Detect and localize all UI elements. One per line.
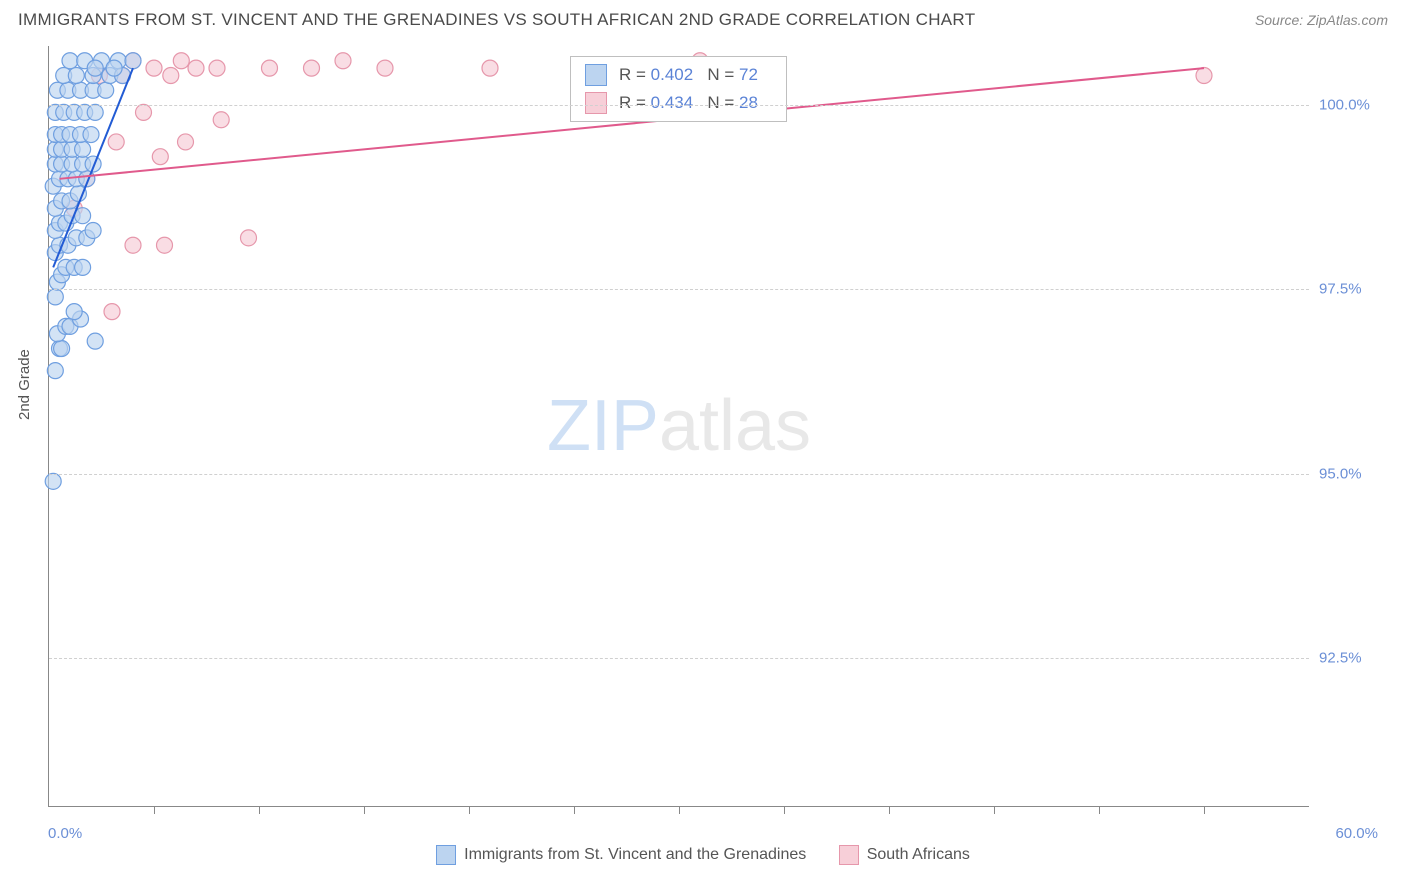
- x-tick: [154, 806, 155, 814]
- data-point: [68, 68, 84, 84]
- y-tick-label: 95.0%: [1319, 465, 1389, 482]
- data-point: [173, 53, 189, 69]
- data-point: [136, 104, 152, 120]
- x-tick: [784, 806, 785, 814]
- x-tick: [364, 806, 365, 814]
- legend-label-b: South Africans: [867, 846, 970, 864]
- data-point: [125, 53, 141, 69]
- data-point: [83, 127, 99, 143]
- x-tick: [679, 806, 680, 814]
- data-point: [157, 237, 173, 253]
- data-point: [213, 112, 229, 128]
- stats-r-label: R =: [619, 65, 651, 85]
- stats-n-value-b: 28: [739, 93, 758, 113]
- data-point: [106, 60, 122, 76]
- x-tick: [1204, 806, 1205, 814]
- stats-gap: [693, 93, 707, 113]
- data-point: [241, 230, 257, 246]
- data-point: [335, 53, 351, 69]
- x-tick: [994, 806, 995, 814]
- y-tick-label: 97.5%: [1319, 281, 1389, 298]
- data-point: [87, 333, 103, 349]
- data-point: [146, 60, 162, 76]
- stats-row-series-b: R = 0.434 N = 28: [571, 89, 786, 117]
- correlation-stats-box: R = 0.402 N = 72 R = 0.434 N = 28: [570, 56, 787, 122]
- data-point: [163, 68, 179, 84]
- plot-area: ZIPatlas 92.5%95.0%97.5%100.0% R = 0.402…: [48, 46, 1309, 807]
- chart-svg: [49, 46, 1309, 806]
- data-point: [152, 149, 168, 165]
- stats-n-value-a: 72: [739, 65, 758, 85]
- x-tick: [574, 806, 575, 814]
- gridline: [49, 474, 1309, 475]
- data-point: [75, 141, 91, 157]
- y-tick-label: 92.5%: [1319, 650, 1389, 667]
- data-point: [125, 237, 141, 253]
- chart-title: IMMIGRANTS FROM ST. VINCENT AND THE GREN…: [18, 10, 975, 30]
- stats-n-label: N =: [707, 65, 739, 85]
- stats-n-label: N =: [707, 93, 739, 113]
- data-point: [1196, 68, 1212, 84]
- stats-swatch-a: [585, 64, 607, 86]
- legend-item-b: South Africans: [839, 845, 970, 865]
- stats-r-value-a: 0.402: [651, 65, 694, 85]
- legend-item-a: Immigrants from St. Vincent and the Gren…: [436, 845, 806, 865]
- stats-r-value-b: 0.434: [651, 93, 694, 113]
- data-point: [262, 60, 278, 76]
- stats-row-series-a: R = 0.402 N = 72: [571, 61, 786, 89]
- data-point: [62, 53, 78, 69]
- x-tick: [1099, 806, 1100, 814]
- gridline: [49, 105, 1309, 106]
- data-point: [304, 60, 320, 76]
- data-point: [377, 60, 393, 76]
- y-axis-title: 2nd Grade: [16, 349, 33, 420]
- x-tick: [259, 806, 260, 814]
- x-axis-max-label: 60.0%: [1335, 825, 1378, 842]
- stats-gap: [693, 65, 707, 85]
- data-point: [98, 82, 114, 98]
- x-tick: [889, 806, 890, 814]
- data-point: [47, 363, 63, 379]
- data-point: [87, 104, 103, 120]
- legend-label-a: Immigrants from St. Vincent and the Gren…: [464, 846, 806, 864]
- data-point: [104, 304, 120, 320]
- legend: Immigrants from St. Vincent and the Gren…: [0, 845, 1406, 870]
- stats-swatch-b: [585, 92, 607, 114]
- data-point: [209, 60, 225, 76]
- gridline: [49, 289, 1309, 290]
- data-point: [85, 222, 101, 238]
- legend-swatch-a: [436, 845, 456, 865]
- data-point: [45, 473, 61, 489]
- data-point: [178, 134, 194, 150]
- data-point: [188, 60, 204, 76]
- data-point: [47, 289, 63, 305]
- source-attribution: Source: ZipAtlas.com: [1255, 12, 1388, 28]
- legend-swatch-b: [839, 845, 859, 865]
- data-point: [75, 259, 91, 275]
- stats-r-label: R =: [619, 93, 651, 113]
- x-tick: [469, 806, 470, 814]
- data-point: [66, 304, 82, 320]
- data-point: [54, 341, 70, 357]
- x-axis-min-label: 0.0%: [48, 825, 82, 842]
- data-point: [108, 134, 124, 150]
- data-point: [482, 60, 498, 76]
- y-tick-label: 100.0%: [1319, 97, 1389, 114]
- gridline: [49, 658, 1309, 659]
- data-point: [87, 60, 103, 76]
